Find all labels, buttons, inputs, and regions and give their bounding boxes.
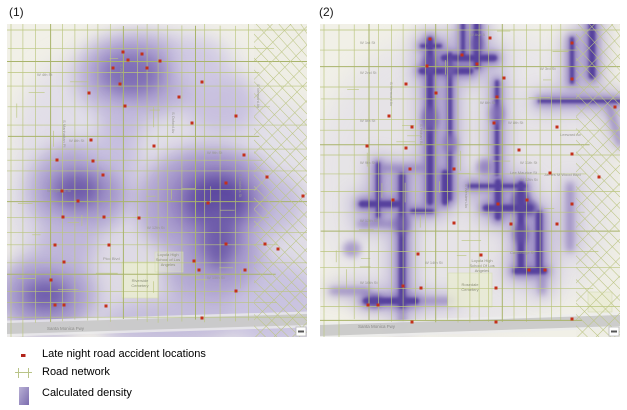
svg-text:Angeles: Angeles <box>161 262 175 267</box>
svg-text:S Catalina St: S Catalina St <box>238 174 243 198</box>
svg-text:W Ave 5: W Ave 5 <box>470 32 486 37</box>
svg-text:Cemetery: Cemetery <box>461 287 478 292</box>
svg-text:Cemetery: Cemetery <box>131 283 148 288</box>
svg-text:Leeward Av: Leeward Av <box>560 132 581 137</box>
svg-text:W 16th St: W 16th St <box>360 280 378 285</box>
svg-text:Cambridge St: Cambridge St <box>510 250 535 255</box>
svg-text:W 8th St: W 8th St <box>508 120 524 125</box>
svg-text:James M Wood Blvd: James M Wood Blvd <box>544 172 581 177</box>
svg-text:School Of Los: School Of Los <box>469 263 494 268</box>
svg-text:S Manhattan Pl: S Manhattan Pl <box>62 120 67 147</box>
svg-text:W 12th St: W 12th St <box>520 177 538 182</box>
svg-text:Angeles: Angeles <box>475 268 489 273</box>
svg-text:Loyola High: Loyola High <box>471 258 492 263</box>
svg-text:S Oxford Av: S Oxford Av <box>171 112 176 133</box>
svg-text:Santa Monica Fwy: Santa Monica Fwy <box>47 326 85 331</box>
svg-text:W 4th St: W 4th St <box>37 72 53 77</box>
svg-text:School of Los: School of Los <box>156 257 180 262</box>
svg-text:S Western Av: S Western Av <box>464 184 469 208</box>
svg-text:W 9th St: W 9th St <box>360 160 376 165</box>
svg-text:W 15th St: W 15th St <box>207 275 225 280</box>
svg-text:W 11th St: W 11th St <box>520 160 538 165</box>
svg-text:W 1st St: W 1st St <box>360 40 376 45</box>
svg-text:Loyola High: Loyola High <box>157 252 178 257</box>
svg-text:S Vermont Av: S Vermont Av <box>389 82 394 106</box>
svg-text:W 12th St: W 12th St <box>360 218 378 223</box>
svg-text:Pico Blvd: Pico Blvd <box>103 256 120 261</box>
svg-text:W Olympic Bl: W Olympic Bl <box>47 188 71 193</box>
svg-text:Santa Monica Fwy: Santa Monica Fwy <box>358 324 396 329</box>
svg-text:Lee Maurice St: Lee Maurice St <box>510 170 538 175</box>
svg-text:S Hobart Bl: S Hobart Bl <box>419 124 424 145</box>
svg-text:Riverside: Riverside <box>132 278 149 283</box>
svg-text:W 6th St: W 6th St <box>480 100 496 105</box>
svg-text:W 2nd St: W 2nd St <box>360 70 377 75</box>
svg-text:W 8th St: W 8th St <box>69 138 85 143</box>
svg-text:W 14th St: W 14th St <box>425 260 443 265</box>
svg-text:W 12th St: W 12th St <box>147 225 165 230</box>
svg-text:W 5th St: W 5th St <box>360 118 376 123</box>
svg-text:Rosedale: Rosedale <box>462 282 480 287</box>
svg-text:W 3rd St: W 3rd St <box>540 66 556 71</box>
svg-text:S Vermont Av: S Vermont Av <box>256 84 261 108</box>
svg-text:W 9th St: W 9th St <box>207 150 223 155</box>
svg-text:S Western Av: S Western Av <box>119 64 124 88</box>
